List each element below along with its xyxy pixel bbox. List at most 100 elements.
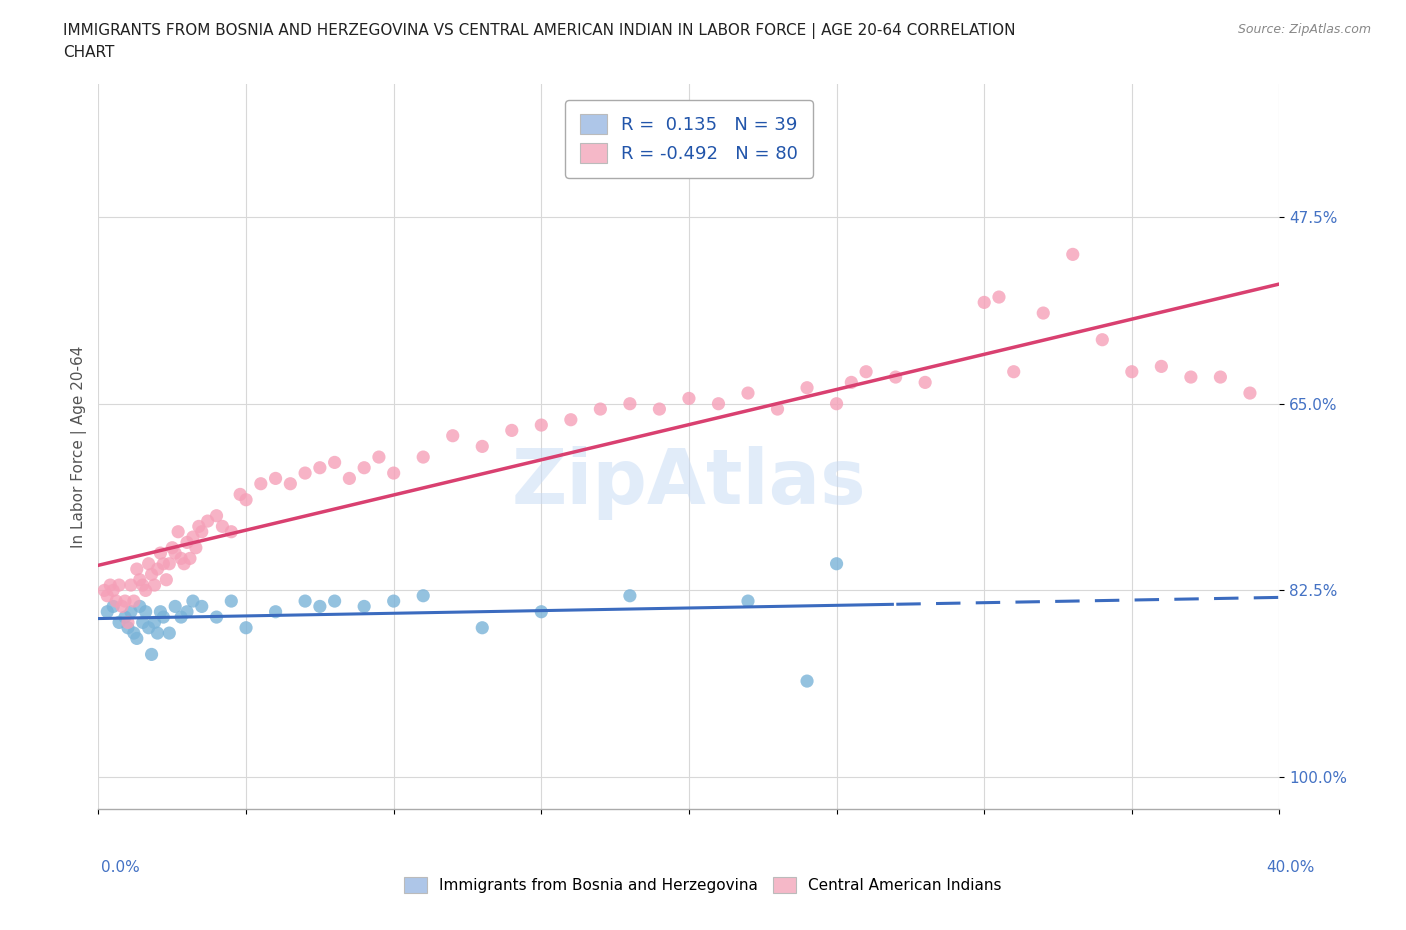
- Point: [294, 593, 316, 608]
- Point: [176, 535, 198, 550]
- Point: [294, 466, 316, 481]
- Point: [471, 620, 494, 635]
- Text: ZipAtlas: ZipAtlas: [512, 445, 866, 520]
- Point: [339, 471, 361, 485]
- Point: [135, 583, 157, 598]
- Point: [170, 551, 193, 565]
- Point: [471, 439, 494, 454]
- Point: [988, 289, 1011, 304]
- Point: [108, 615, 131, 630]
- Text: Source: ZipAtlas.com: Source: ZipAtlas.com: [1237, 23, 1371, 36]
- Point: [841, 375, 863, 390]
- Point: [250, 476, 273, 491]
- Point: [221, 525, 243, 539]
- Point: [149, 546, 172, 561]
- Point: [855, 365, 877, 379]
- Point: [205, 610, 228, 625]
- Point: [766, 402, 789, 417]
- Point: [157, 626, 180, 641]
- Point: [309, 460, 332, 475]
- Text: 0.0%: 0.0%: [101, 860, 141, 875]
- Point: [120, 604, 142, 619]
- Point: [170, 610, 193, 625]
- Point: [176, 604, 198, 619]
- Point: [125, 562, 148, 577]
- Point: [187, 519, 209, 534]
- Point: [103, 583, 125, 598]
- Point: [132, 578, 155, 592]
- Point: [114, 593, 136, 608]
- Point: [141, 567, 163, 582]
- Point: [235, 492, 257, 507]
- Point: [678, 391, 700, 405]
- Point: [973, 295, 995, 310]
- Point: [143, 578, 166, 592]
- Point: [179, 551, 201, 565]
- Point: [309, 599, 332, 614]
- Legend: R =  0.135   N = 39, R = -0.492   N = 80: R = 0.135 N = 39, R = -0.492 N = 80: [565, 100, 813, 178]
- Point: [98, 578, 121, 592]
- Point: [914, 375, 936, 390]
- Point: [619, 589, 641, 604]
- Point: [737, 593, 759, 608]
- Point: [191, 525, 214, 539]
- Point: [122, 626, 145, 641]
- Point: [143, 615, 166, 630]
- Point: [197, 513, 219, 528]
- Point: [1032, 306, 1054, 321]
- Point: [165, 546, 187, 561]
- Point: [235, 620, 257, 635]
- Point: [114, 610, 136, 625]
- Point: [619, 396, 641, 411]
- Point: [184, 540, 207, 555]
- Point: [353, 599, 375, 614]
- Point: [353, 460, 375, 475]
- Point: [146, 626, 169, 641]
- Point: [1091, 332, 1114, 347]
- Point: [117, 615, 139, 630]
- Point: [280, 476, 302, 491]
- Point: [264, 604, 287, 619]
- Text: 40.0%: 40.0%: [1267, 860, 1315, 875]
- Point: [132, 615, 155, 630]
- Point: [825, 556, 848, 571]
- Point: [157, 556, 180, 571]
- Point: [111, 599, 134, 614]
- Point: [707, 396, 730, 411]
- Point: [103, 599, 125, 614]
- Point: [149, 604, 172, 619]
- Point: [221, 593, 243, 608]
- Point: [181, 593, 204, 608]
- Point: [155, 572, 177, 587]
- Point: [501, 423, 523, 438]
- Legend: Immigrants from Bosnia and Herzegovina, Central American Indians: Immigrants from Bosnia and Herzegovina, …: [398, 870, 1008, 899]
- Point: [205, 509, 228, 524]
- Point: [211, 519, 233, 534]
- Point: [128, 599, 150, 614]
- Point: [141, 647, 163, 662]
- Point: [146, 562, 169, 577]
- Point: [96, 604, 118, 619]
- Point: [1239, 386, 1261, 401]
- Point: [108, 578, 131, 592]
- Point: [368, 449, 391, 464]
- Point: [1209, 369, 1232, 384]
- Text: CHART: CHART: [63, 45, 115, 60]
- Point: [1180, 369, 1202, 384]
- Point: [382, 593, 405, 608]
- Point: [117, 620, 139, 635]
- Y-axis label: In Labor Force | Age 20-64: In Labor Force | Age 20-64: [72, 345, 87, 548]
- Point: [122, 593, 145, 608]
- Point: [323, 593, 346, 608]
- Point: [152, 556, 174, 571]
- Point: [152, 610, 174, 625]
- Point: [441, 429, 464, 444]
- Point: [128, 572, 150, 587]
- Point: [173, 556, 195, 571]
- Point: [530, 604, 553, 619]
- Text: IMMIGRANTS FROM BOSNIA AND HERZEGOVINA VS CENTRAL AMERICAN INDIAN IN LABOR FORCE: IMMIGRANTS FROM BOSNIA AND HERZEGOVINA V…: [63, 23, 1015, 39]
- Point: [530, 418, 553, 432]
- Point: [138, 556, 160, 571]
- Point: [167, 525, 190, 539]
- Point: [135, 604, 157, 619]
